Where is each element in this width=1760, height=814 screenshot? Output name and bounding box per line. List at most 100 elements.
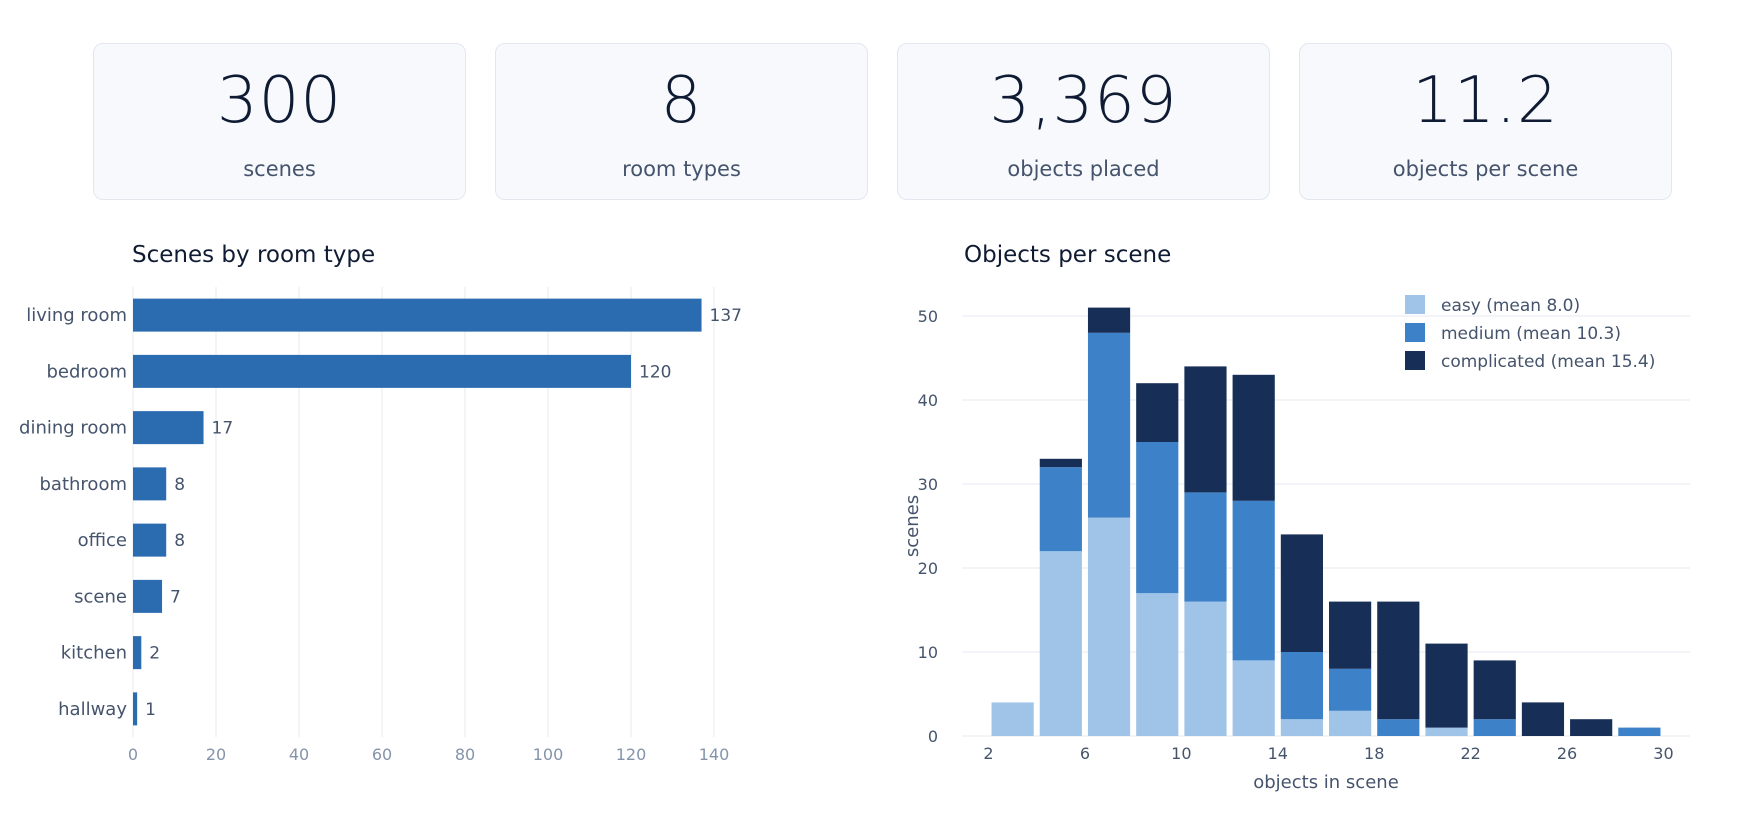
histogram-bar-medium [1184,492,1227,602]
histogram-bar-easy [1232,660,1275,736]
stat-value: 300 [216,64,343,138]
legend-label-easy: easy (mean 8.0) [1441,296,1580,316]
category-label: bathroom [40,474,128,495]
histogram-bar-complicated [1039,458,1082,468]
histogram-bar-complicated [1184,366,1227,493]
bar-value-label: 1 [145,700,156,720]
x-axis-label: objects in scene [1253,772,1399,793]
bar [133,692,138,726]
x-tick-label: 14 [1268,744,1288,763]
stat-card-room-types: 8 room types [495,43,868,200]
bar-value-label: 8 [174,475,185,495]
histogram-bar-complicated [1521,702,1565,736]
x-tick-label: 26 [1557,744,1577,763]
histogram-bar-easy [1087,517,1131,736]
bar-value-label: 137 [710,306,742,326]
histogram-bar-easy [991,702,1034,736]
objects-chart-title: Objects per scene [964,242,1172,268]
category-label: hallway [58,699,127,720]
category-label: office [78,530,127,551]
histogram-bar-medium [1329,668,1372,711]
category-label: scene [74,586,127,607]
y-tick-label: 50 [918,307,938,326]
histogram-bar-easy [1329,710,1372,736]
stat-card-objects-per-scene: 11.2 objects per scene [1299,43,1672,200]
x-tick-label: 120 [616,745,647,764]
x-tick-label: 60 [372,745,392,764]
x-tick-label: 22 [1460,744,1480,763]
x-tick-label: 30 [1653,744,1673,763]
x-tick-label: 10 [1171,744,1191,763]
stat-card-objects-placed: 3,369 objects placed [897,43,1270,200]
histogram-bar-medium [1280,652,1323,720]
room-type-bar-chart: 0 20 40 60 80 100 120 140 living room 137 bedroom 1… [19,287,742,764]
bar [133,467,167,501]
bar-value-label: 2 [149,644,160,664]
histogram-bar-complicated [1570,719,1613,736]
x-tick-label: 80 [455,745,475,764]
legend-label-complicated: complicated (mean 15.4) [1441,352,1655,372]
stat-label: scenes [243,157,316,181]
y-tick-label: 20 [918,559,938,578]
stat-label: objects placed [1007,157,1160,181]
x-tick-label: 40 [289,745,309,764]
legend-label-medium: medium (mean 10.3) [1441,324,1621,344]
histogram-bar-easy [1039,551,1082,736]
bar [133,636,142,670]
category-label: dining room [19,418,127,439]
stat-card-scenes: 300 scenes [93,43,466,200]
stat-value: 11.2 [1412,64,1559,138]
x-tick-label: 140 [699,745,730,764]
bar-value-label: 17 [212,419,234,439]
histogram-bar-medium [1473,719,1516,736]
category-label: bedroom [47,361,128,382]
stat-label: room types [622,157,741,181]
histogram-bar-complicated [1232,374,1275,501]
y-tick-label: 0 [928,727,938,746]
bar-value-label: 120 [639,362,671,382]
histogram-bar-medium [1377,719,1420,736]
histogram-bar-medium [1136,442,1179,594]
x-tick-label: 2 [983,744,993,763]
category-label: living room [26,305,127,326]
histogram-bar-medium [1618,727,1661,736]
y-axis-label: scenes [902,495,923,557]
category-label: kitchen [61,643,127,664]
histogram-bar-complicated [1329,601,1372,669]
histogram-bar-complicated [1377,601,1420,720]
legend-swatch-easy [1405,295,1425,314]
room-type-chart-title: Scenes by room type [132,242,376,268]
bar [133,354,631,388]
x-tick-label: 18 [1364,744,1384,763]
y-tick-label: 10 [918,643,938,662]
stat-label: objects per scene [1392,157,1579,181]
histogram-bar-complicated [1280,534,1323,652]
histogram-bar-complicated [1087,307,1131,333]
histogram-bar-easy [1425,727,1468,736]
bar-value-label: 7 [170,587,181,607]
bar [133,579,163,613]
histogram-bar-complicated [1136,383,1179,442]
histogram-bar-complicated [1473,660,1516,720]
stat-value: 8 [660,64,703,138]
histogram-bar-easy [1184,601,1227,736]
x-tick-label: 0 [128,745,138,764]
y-tick-label: 30 [918,475,938,494]
legend-swatch-complicated [1405,351,1425,370]
y-tick-label: 40 [918,391,938,410]
bar [133,298,702,332]
x-tick-label: 100 [533,745,564,764]
bar-value-label: 8 [174,531,185,551]
histogram-bar-easy [1136,593,1179,736]
histogram-bar-medium [1087,332,1131,518]
histogram-bar-easy [1280,719,1323,736]
bar [133,523,167,557]
stat-value: 3,369 [989,64,1178,138]
legend-swatch-medium [1405,323,1425,342]
x-tick-label: 6 [1080,744,1090,763]
histogram-bar-complicated [1425,643,1468,728]
histogram-bar-medium [1039,467,1082,552]
bar [133,411,204,445]
x-tick-label: 20 [206,745,226,764]
